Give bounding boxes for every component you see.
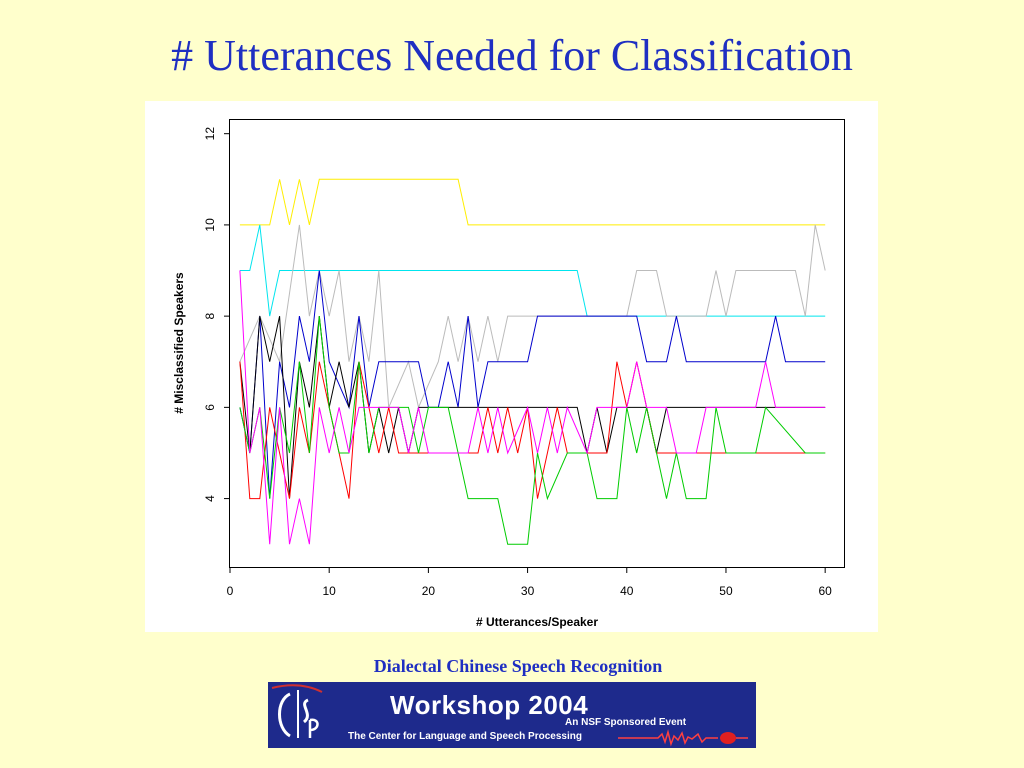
x-tick-label: 0 xyxy=(227,584,234,598)
footer-caption: Dialectal Chinese Speech Recognition xyxy=(373,656,663,676)
y-tick-label: 8 xyxy=(203,312,217,319)
series-line-4 xyxy=(239,270,826,499)
y-tick-label: 12 xyxy=(203,127,217,141)
slide-title: # Utterances Needed for Classification xyxy=(171,31,853,80)
series-line-2 xyxy=(239,224,826,317)
y-tick-label: 10 xyxy=(203,218,217,232)
x-tick-label: 60 xyxy=(818,584,832,598)
x-tick-label: 10 xyxy=(323,584,337,598)
y-tick-label: 4 xyxy=(203,495,217,502)
x-tick-label: 50 xyxy=(719,584,733,598)
y-axis-label: # Misclassified Speakers xyxy=(172,272,186,414)
series-layer xyxy=(239,178,826,545)
banner-title: Workshop 2004 xyxy=(390,690,589,720)
x-tick-label: 30 xyxy=(521,584,535,598)
line-chart: 0 10 20 30 40 50 60 4 6 8 10 12 # Utterances/Speake… xyxy=(172,119,845,629)
series-line-1 xyxy=(239,178,826,226)
x-tick-label: 20 xyxy=(422,584,436,598)
axes-layer: 0 10 20 30 40 50 60 4 6 8 10 12 xyxy=(203,127,832,598)
banner-subtitle: An NSF Sponsored Event xyxy=(565,717,687,728)
x-axis-label: # Utterances/Speaker xyxy=(476,615,598,629)
y-tick-label: 6 xyxy=(203,404,217,411)
waveform-icon xyxy=(618,729,748,747)
banner-organization: The Center for Language and Speech Proce… xyxy=(348,731,582,742)
workshop-banner: Workshop 2004 An NSF Sponsored Event The… xyxy=(268,682,756,748)
chart-panel: 0 10 20 30 40 50 60 4 6 8 10 12 # Utterances/Speake… xyxy=(145,101,878,632)
plot-frame xyxy=(229,119,845,568)
series-line-7 xyxy=(239,316,826,545)
x-tick-label: 40 xyxy=(620,584,634,598)
series-line-8 xyxy=(239,270,826,545)
series-line-3 xyxy=(239,224,826,410)
clsp-logo-icon xyxy=(271,684,323,738)
